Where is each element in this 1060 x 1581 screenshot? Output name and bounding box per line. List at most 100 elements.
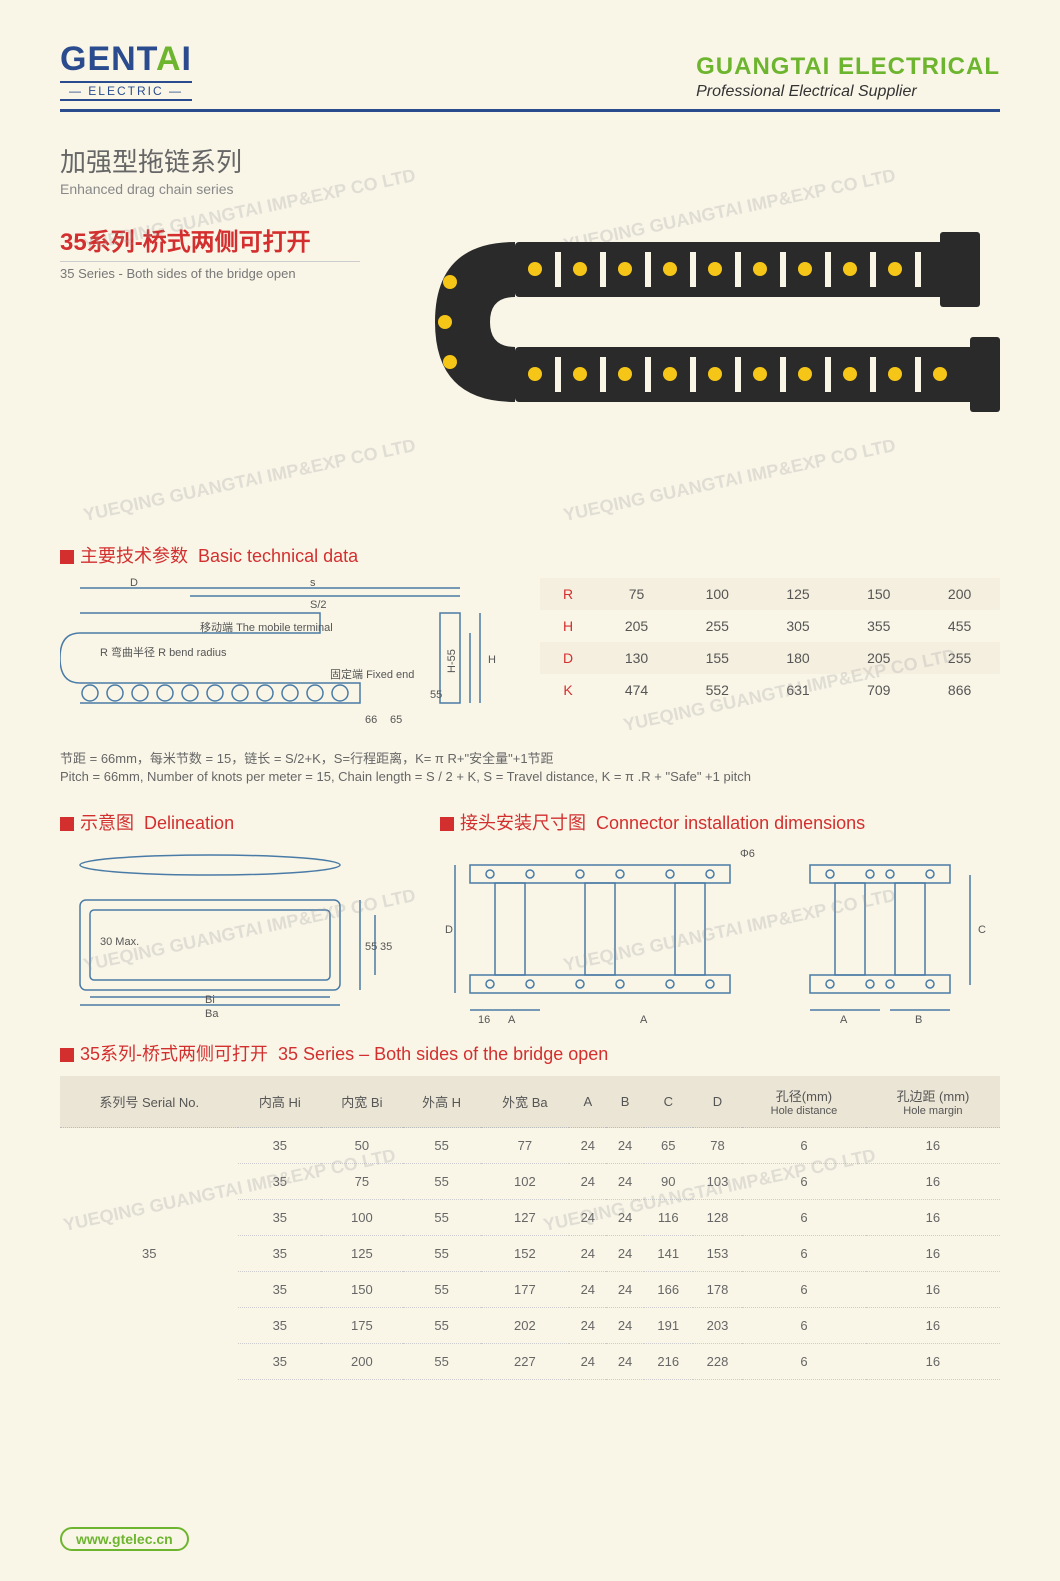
- spec-cell: 153: [693, 1236, 742, 1272]
- section-spec-en: 35 Series – Both sides of the bridge ope…: [278, 1044, 608, 1064]
- section-delin-header: 示意图 Delineation: [60, 809, 420, 835]
- spec-cell: 175: [321, 1308, 402, 1344]
- svg-text:D: D: [445, 924, 453, 936]
- spec-header: B: [606, 1076, 643, 1128]
- spec-cell: 24: [606, 1344, 643, 1380]
- tech-cell: 709: [838, 674, 919, 706]
- spec-cell: 78: [693, 1128, 742, 1164]
- spec-cell: 203: [693, 1308, 742, 1344]
- tech-cell: 205: [596, 610, 677, 642]
- series-heading-en: Enhanced drag chain series: [60, 181, 1000, 197]
- tech-cell: 866: [919, 674, 1000, 706]
- tech-row-key: H: [540, 610, 596, 642]
- header-right: GUANGTAI ELECTRICAL Professional Electri…: [696, 53, 1000, 101]
- spec-cell: 35: [238, 1236, 321, 1272]
- spec-cell: 55: [403, 1200, 481, 1236]
- svg-text:B: B: [915, 1014, 922, 1025]
- table-row: 353550557724246578616: [60, 1128, 1000, 1164]
- spec-cell: 191: [644, 1308, 693, 1344]
- spec-cell: 24: [606, 1164, 643, 1200]
- tech-cell: 205: [838, 642, 919, 674]
- spec-header: D: [693, 1076, 742, 1128]
- spec-header: 孔边距 (mm)Hole margin: [866, 1076, 1000, 1128]
- svg-text:C: C: [978, 924, 986, 936]
- svg-text:s: s: [310, 578, 316, 589]
- spec-cell: 6: [742, 1236, 866, 1272]
- tech-cell: 305: [758, 610, 839, 642]
- spec-cell: 77: [481, 1128, 570, 1164]
- series-heading-cn: 加强型拖链系列: [60, 142, 1000, 179]
- svg-text:D: D: [130, 578, 138, 589]
- connector-diagram: Φ6 D 16 A A A B C: [440, 845, 1000, 1025]
- spec-cell: 177: [481, 1272, 570, 1308]
- tech-cell: 125: [758, 578, 839, 610]
- page-header: GENTAI — ELECTRIC — GUANGTAI ELECTRICAL …: [60, 40, 1000, 112]
- svg-text:30 Max.: 30 Max.: [100, 936, 139, 948]
- spec-cell: 24: [569, 1272, 606, 1308]
- tech-data-table: R75100125150200H205255305355455D13015518…: [540, 578, 1000, 706]
- spec-cell: 35: [238, 1272, 321, 1308]
- tech-row-key: R: [540, 578, 596, 610]
- product-row: 35系列-桥式两侧可打开 35 Series - Both sides of t…: [60, 222, 1000, 522]
- spec-cell: 24: [569, 1308, 606, 1344]
- spec-cell: 128: [693, 1200, 742, 1236]
- svg-text:R 弯曲半径 R bend radius: R 弯曲半径 R bend radius: [100, 645, 227, 659]
- section-delin-en: Delineation: [144, 813, 234, 833]
- spec-cell: 16: [866, 1164, 1000, 1200]
- serial-cell: 35: [60, 1128, 238, 1380]
- spec-header: C: [644, 1076, 693, 1128]
- spec-cell: 24: [569, 1164, 606, 1200]
- section-tech-en: Basic technical data: [198, 546, 358, 566]
- section-tech-header: 主要技术参数 Basic technical data: [60, 542, 1000, 568]
- spec-cell: 24: [606, 1200, 643, 1236]
- spec-cell: 16: [866, 1128, 1000, 1164]
- logo-main: GENTAI: [60, 40, 192, 79]
- spec-cell: 35: [238, 1164, 321, 1200]
- spec-cell: 55: [403, 1272, 481, 1308]
- svg-text:55: 55: [430, 689, 442, 701]
- svg-text:Φ6: Φ6: [740, 848, 755, 860]
- tech-cell: 180: [758, 642, 839, 674]
- tech-cell: 255: [677, 610, 758, 642]
- svg-text:16: 16: [478, 1014, 490, 1025]
- spec-cell: 6: [742, 1128, 866, 1164]
- spec-cell: 227: [481, 1344, 570, 1380]
- spec-cell: 202: [481, 1308, 570, 1344]
- tech-row-key: K: [540, 674, 596, 706]
- spec-cell: 65: [644, 1128, 693, 1164]
- svg-text:35: 35: [380, 941, 392, 953]
- spec-cell: 16: [866, 1344, 1000, 1380]
- section-tech-cn: 主要技术参数: [80, 546, 188, 566]
- tech-cell: 150: [838, 578, 919, 610]
- tech-cell: 155: [677, 642, 758, 674]
- tech-cell: 631: [758, 674, 839, 706]
- spec-cell: 55: [403, 1308, 481, 1344]
- spec-cell: 200: [321, 1344, 402, 1380]
- product-title-block: 35系列-桥式两侧可打开 35 Series - Both sides of t…: [60, 222, 360, 281]
- spec-header: 系列号 Serial No.: [60, 1076, 238, 1128]
- spec-cell: 16: [866, 1308, 1000, 1344]
- spec-header: A: [569, 1076, 606, 1128]
- spec-cell: 6: [742, 1308, 866, 1344]
- formula-en: Pitch = 66mm, Number of knots per meter …: [60, 769, 1000, 784]
- spec-cell: 35: [238, 1128, 321, 1164]
- svg-text:55: 55: [365, 941, 377, 953]
- spec-cell: 35: [238, 1344, 321, 1380]
- svg-text:A: A: [840, 1014, 848, 1025]
- company-name: GUANGTAI ELECTRICAL: [696, 53, 1000, 81]
- tech-cell: 200: [919, 578, 1000, 610]
- spec-cell: 102: [481, 1164, 570, 1200]
- delineation-row: 示意图 Delineation 30 Max.: [60, 794, 1000, 1025]
- spec-header: 外高 H: [403, 1076, 481, 1128]
- svg-text:H-55: H-55: [446, 649, 458, 673]
- section-delin-cn: 示意图: [80, 813, 134, 833]
- svg-text:移动端 The mobile terminal: 移动端 The mobile terminal: [200, 621, 333, 634]
- svg-text:65: 65: [390, 714, 402, 726]
- spec-cell: 103: [693, 1164, 742, 1200]
- spec-cell: 24: [569, 1344, 606, 1380]
- section-conn-cn: 接头安装尺寸图: [460, 813, 586, 833]
- spec-cell: 24: [569, 1200, 606, 1236]
- spec-header: 孔径(mm)Hole distance: [742, 1076, 866, 1128]
- svg-text:A: A: [640, 1014, 648, 1025]
- svg-text:S/2: S/2: [310, 599, 327, 611]
